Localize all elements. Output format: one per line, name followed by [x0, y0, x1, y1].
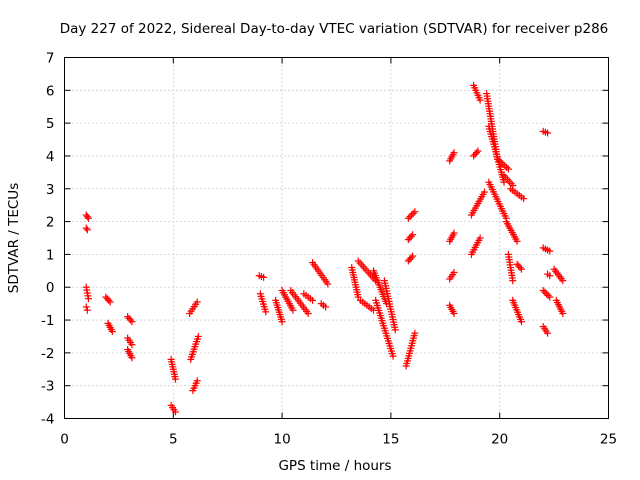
data-point [546, 293, 554, 301]
data-point [544, 329, 552, 337]
x-tick-label: 0 [60, 432, 69, 448]
data-point [407, 232, 415, 240]
data-point [546, 247, 554, 255]
data-point [83, 226, 91, 234]
data-point [474, 147, 482, 155]
data-point [260, 273, 268, 281]
y-tick-label: 1 [46, 247, 55, 263]
y-axis-label: SDTVAR / TECUs [6, 183, 22, 293]
y-tick-label: -3 [41, 379, 54, 395]
data-point [82, 303, 90, 311]
y-tick-label: 4 [46, 149, 55, 165]
data-point [409, 252, 417, 260]
data-point [472, 149, 480, 157]
data-point [513, 237, 521, 245]
chart-title: Day 227 of 2022, Sidereal Day-to-day VTE… [60, 21, 609, 37]
data-point [106, 298, 114, 306]
data-point [84, 295, 92, 303]
data-point [404, 214, 412, 222]
x-axis-label: GPS time / hours [278, 458, 391, 474]
data-point [128, 341, 136, 349]
data-point [82, 224, 90, 232]
data-point [83, 306, 91, 314]
data-point [517, 318, 525, 326]
data-point [324, 280, 332, 288]
data-point [289, 306, 297, 314]
data-point [541, 288, 549, 296]
data-point [544, 291, 552, 299]
x-tick-label: 20 [491, 432, 508, 448]
data-point [450, 309, 458, 317]
data-point [501, 162, 509, 170]
x-tick-label: 10 [274, 432, 291, 448]
data-point [408, 211, 416, 219]
y-tick-label: -1 [41, 313, 54, 329]
data-point [480, 188, 488, 196]
x-tick-label: 15 [382, 432, 399, 448]
data-point [411, 208, 419, 216]
data-point [84, 214, 92, 222]
data-point [127, 316, 135, 324]
data-point [278, 318, 286, 326]
plot-frame [64, 57, 609, 419]
axis-ticks: 0 5 10 15 20 25 -4 -3 -2 -1 0 1 2 3 4 5 6 7 [41, 51, 617, 448]
data-point [517, 265, 525, 273]
data-point [309, 296, 317, 304]
data-point [322, 303, 330, 311]
data-point [544, 129, 552, 137]
data-point [193, 298, 201, 306]
y-tick-label: 3 [46, 182, 55, 198]
x-tick-label: 25 [600, 432, 617, 448]
data-point [304, 309, 312, 317]
data-point [407, 254, 415, 262]
data-point [128, 354, 136, 362]
data-point [171, 408, 179, 416]
data-point [171, 375, 179, 383]
data-point [105, 296, 113, 304]
data-point [128, 318, 136, 326]
data-point [406, 213, 414, 221]
data-point [542, 290, 550, 298]
y-tick-label: 0 [46, 280, 55, 296]
y-tick-label: -4 [41, 412, 54, 428]
y-tick-label: 2 [46, 215, 55, 231]
data-point [546, 272, 554, 280]
data-point [476, 96, 484, 104]
data-point [539, 287, 547, 295]
data-point [391, 326, 399, 334]
data-point [409, 209, 417, 217]
data-point [559, 309, 567, 317]
y-tick-label: 5 [46, 116, 55, 132]
data-point [409, 231, 417, 239]
data-point [262, 308, 270, 316]
data-point [520, 195, 528, 203]
x-tick-label: 5 [169, 432, 178, 448]
data-point [193, 377, 201, 385]
y-tick-label: 6 [46, 83, 55, 99]
data-point [108, 328, 116, 336]
y-tick-label: 7 [46, 51, 55, 67]
data-point [504, 165, 512, 173]
data-point [516, 264, 524, 272]
grid-lines [64, 57, 609, 419]
data-point [476, 234, 484, 242]
data-point [503, 163, 511, 171]
data-marks [82, 81, 567, 416]
data-point [450, 229, 458, 237]
data-point [450, 268, 458, 276]
data-point [83, 213, 91, 221]
y-tick-label: -2 [41, 346, 54, 362]
data-point [194, 332, 202, 340]
data-point [509, 277, 517, 285]
data-point [411, 329, 419, 337]
data-point [559, 277, 567, 285]
data-point [389, 352, 397, 360]
data-point [450, 149, 458, 157]
